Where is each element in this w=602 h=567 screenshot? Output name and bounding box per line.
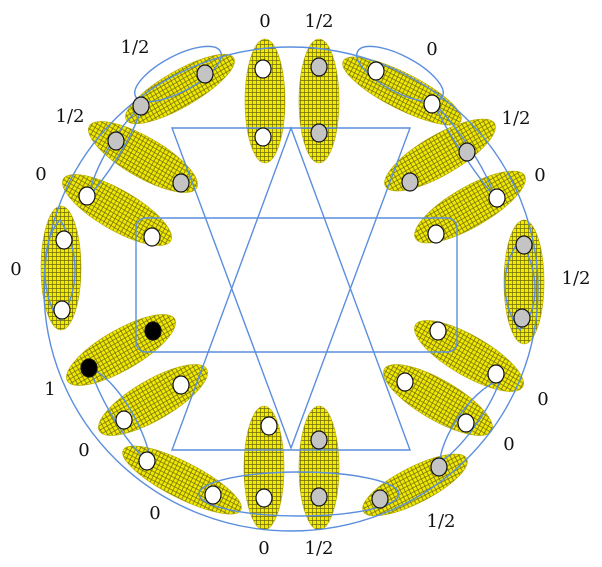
left-loop-curve [44, 218, 76, 322]
triangle-up-curve [170, 125, 412, 451]
bottom-loop-curve [198, 471, 400, 517]
dots-layer [53, 57, 533, 509]
dot-bottom-right-1 [310, 487, 328, 507]
dot-bottom-left-1 [255, 488, 273, 508]
dot-top-right-2 [310, 123, 328, 143]
label-upper-right-c: 0 [534, 165, 545, 186]
top-right-loop-curve [356, 45, 444, 103]
dot-upper-left-b-2 [172, 173, 190, 193]
top-left-loop-curve [134, 45, 222, 103]
dot-lower-right-b-1 [396, 372, 414, 392]
dot-bottom-right-2 [310, 430, 328, 450]
label-lower-right-b: 0 [503, 434, 514, 455]
label-bottom-right: 1/2 [305, 538, 334, 559]
label-lower-right-c: 1/2 [427, 511, 456, 532]
dot-upper-right-a-1 [367, 61, 385, 81]
dot-top-left-2 [254, 127, 272, 147]
dot-lower-left-b-1 [172, 375, 190, 395]
dot-lower-left-c-2 [80, 358, 98, 378]
dot-lower-right-a-2 [487, 364, 505, 384]
dot-top-right-1 [310, 57, 328, 77]
label-upper-left-b: 1/2 [56, 106, 85, 127]
dot-upper-right-c-2 [427, 224, 445, 244]
label-upper-right-b: 1/2 [502, 108, 531, 129]
dot-lower-left-a-1 [204, 485, 222, 505]
label-lower-left-c: 1 [44, 379, 55, 400]
dot-top-left-1 [254, 59, 272, 79]
dot-lower-left-a-2 [138, 451, 156, 471]
label-top-left: 0 [259, 11, 270, 32]
label-upper-right-a: 0 [426, 39, 437, 60]
dot-lower-left-b-2 [115, 410, 133, 430]
label-bottom-left: 0 [258, 538, 269, 559]
label-left: 0 [10, 259, 21, 280]
dot-upper-left-c-1 [196, 64, 214, 84]
dot-lower-right-b-2 [457, 413, 475, 433]
pad-right [503, 219, 545, 345]
dot-upper-left-a-1 [78, 186, 96, 206]
dot-upper-left-a-2 [143, 227, 161, 247]
pad-bottom-right [298, 405, 340, 531]
dot-upper-left-b-1 [107, 131, 125, 151]
label-right: 1/2 [562, 268, 591, 289]
dot-upper-right-a-2 [423, 94, 441, 114]
dot-upper-right-c-1 [488, 188, 506, 208]
outer-ring-curve [43, 46, 539, 532]
pad-top-right [298, 38, 340, 164]
label-lower-right-a: 0 [537, 389, 548, 410]
pad-lower-right-c [362, 453, 468, 517]
dot-right-1 [515, 235, 533, 255]
dot-right-2 [513, 308, 531, 328]
label-lower-left-a: 0 [149, 503, 160, 524]
labels-layer: 0 1/2 0 1/2 0 1/2 0 0 1/2 1/2 0 0 0 1 0 0 1/2 1/2 [10, 11, 590, 559]
dot-left-1 [55, 230, 73, 250]
label-upper-left-c: 1/2 [121, 37, 150, 58]
label-lower-left-b: 0 [78, 440, 89, 461]
dot-lower-right-c-1 [430, 457, 448, 477]
dot-bottom-left-2 [260, 416, 278, 436]
triangle-down-curve [170, 127, 412, 451]
label-top-right: 1/2 [305, 11, 334, 32]
dot-lower-right-c-2 [371, 489, 389, 509]
dot-upper-left-c-2 [132, 96, 150, 116]
dot-lower-right-a-1 [429, 321, 447, 341]
pad-upper-right-a [342, 56, 462, 126]
dot-left-2 [53, 300, 71, 320]
right-loop-curve [504, 238, 536, 332]
dot-upper-right-b-2 [401, 172, 419, 192]
inner-rectangle-curve [135, 217, 458, 353]
dot-upper-right-b-1 [458, 142, 476, 162]
label-upper-left-a: 0 [35, 164, 46, 185]
dot-lower-left-c-1 [144, 321, 162, 341]
